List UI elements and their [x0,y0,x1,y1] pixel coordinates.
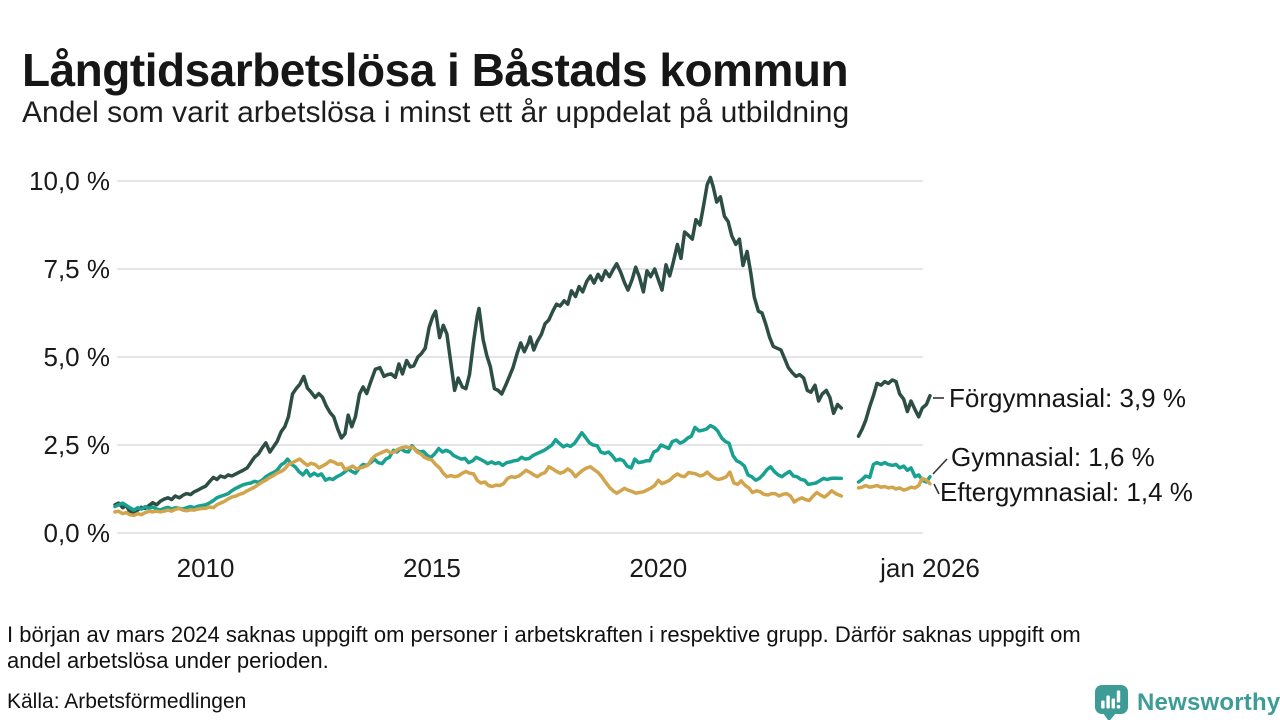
y-axis-tick-label: 0,0 % [44,518,111,548]
series-line-gymnasial [856,460,932,484]
x-axis-tick-label: 2020 [629,553,687,583]
series-end-label-forgymnasial: Förgymnasial: 3,9 % [949,383,1186,413]
y-axis-tick-label: 10,0 % [29,166,110,196]
chart-footnote: I början av mars 2024 saknas uppgift om … [7,622,1257,674]
footnote-line-2: andel arbetslösa under perioden. [7,647,329,673]
y-axis-tick-label: 5,0 % [44,342,111,372]
series-line-eftergymnasial [113,445,844,518]
page-title: Långtidsarbetslösa i Båstads kommun [22,43,849,96]
series-end-label-eftergymnasial: Eftergymnasial: 1,4 % [940,477,1193,507]
y-axis-tick-label: 7,5 % [44,254,111,284]
x-axis-tick-label: 2015 [403,553,461,583]
series-end-label-gymnasial: Gymnasial: 1,6 % [951,442,1155,472]
y-axis-tick-label: 2,5 % [44,430,111,460]
newsworthy-logo-text: Newsworthy [1137,689,1280,716]
newsworthy-bar-chart-icon [1095,685,1128,720]
newsworthy-logo: Newsworthy [1094,684,1280,720]
x-axis-tick-label: 2010 [177,553,235,583]
footnote-line-1: I början av mars 2024 saknas uppgift om … [7,622,1081,647]
series-line-forgymnasial [113,175,844,516]
page-subtitle: Andel som varit arbetslösa i minst ett å… [22,96,850,129]
series-line-eftergymnasial [856,476,932,492]
source-label: Källa: Arbetsförmedlingen [7,690,247,713]
label-connector-gymnasial [932,458,948,475]
series-line-forgymnasial [856,378,932,438]
label-connector-eftergymnasial [933,483,940,495]
x-axis-tick-label: jan 2026 [879,553,980,583]
series-line-gymnasial [113,423,844,512]
